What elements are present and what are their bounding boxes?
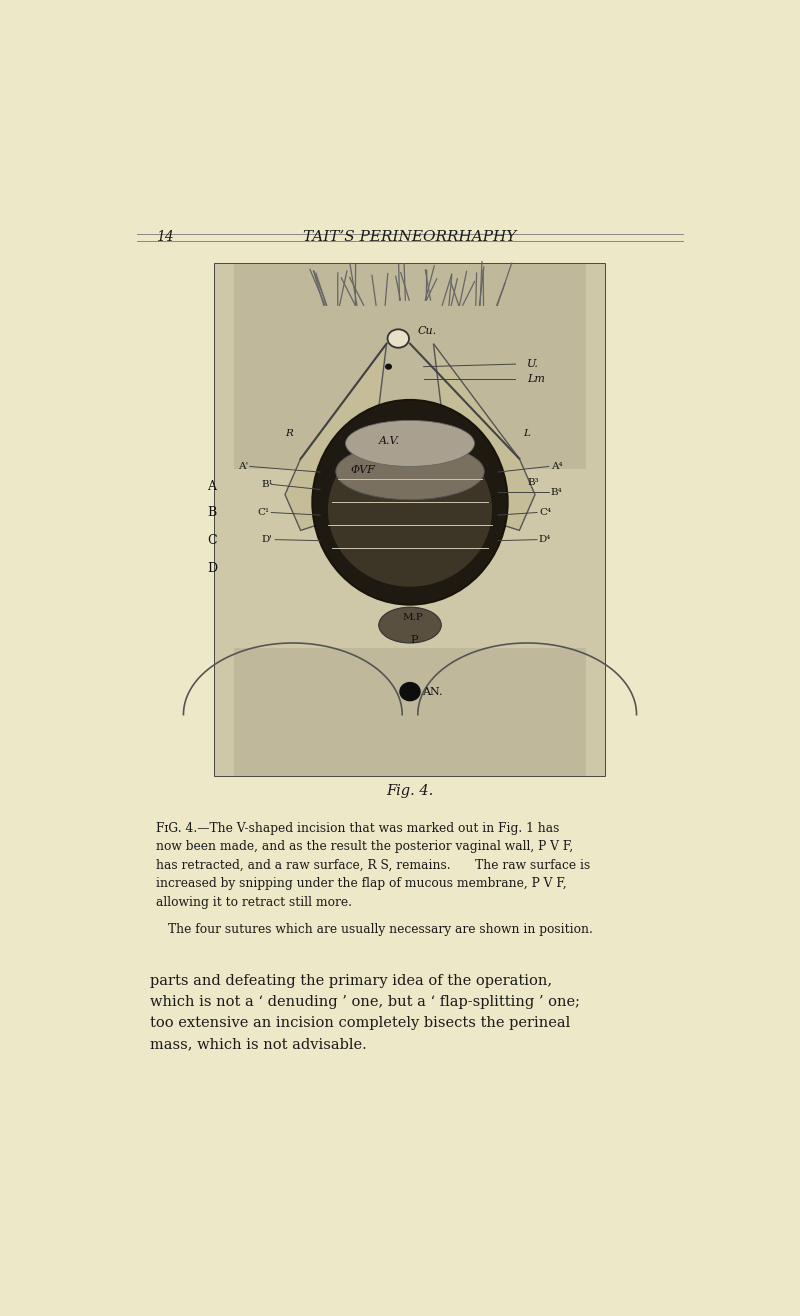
Text: A⁴: A⁴ xyxy=(550,462,562,471)
Text: B⁴: B⁴ xyxy=(550,487,562,496)
Text: AN.: AN. xyxy=(422,687,442,696)
Text: P: P xyxy=(410,636,418,645)
Polygon shape xyxy=(434,343,535,530)
Ellipse shape xyxy=(385,363,392,370)
Text: Lm: Lm xyxy=(527,375,545,384)
Text: C: C xyxy=(207,534,217,547)
Polygon shape xyxy=(234,647,586,776)
Text: FɪG. 4.—The V-shaped incision that was marked out in Fig. 1 has
now been made, a: FɪG. 4.—The V-shaped incision that was m… xyxy=(156,821,590,908)
Ellipse shape xyxy=(387,329,409,347)
Text: parts and defeating the primary idea of the operation,
which is not a ‘ denuding: parts and defeating the primary idea of … xyxy=(150,974,579,1051)
Bar xyxy=(214,265,606,776)
Text: D⁴: D⁴ xyxy=(539,536,551,544)
Text: ΦVF: ΦVF xyxy=(350,465,375,475)
Ellipse shape xyxy=(312,400,508,604)
Text: A: A xyxy=(207,480,216,494)
Ellipse shape xyxy=(399,682,421,701)
Text: L: L xyxy=(523,429,530,438)
Text: C⁴: C⁴ xyxy=(539,508,551,517)
Text: U.: U. xyxy=(527,359,539,368)
Ellipse shape xyxy=(378,607,442,644)
Text: M.P: M.P xyxy=(402,613,423,622)
Text: The four sutures which are usually necessary are shown in position.: The four sutures which are usually neces… xyxy=(168,923,593,936)
Text: R: R xyxy=(285,429,293,438)
Text: A': A' xyxy=(238,462,248,471)
Polygon shape xyxy=(234,265,586,468)
Text: D: D xyxy=(207,562,217,575)
Polygon shape xyxy=(285,343,386,530)
Text: D': D' xyxy=(262,536,273,544)
Text: Fig. 4.: Fig. 4. xyxy=(386,784,434,799)
Text: C¹: C¹ xyxy=(258,508,270,517)
Text: B³: B³ xyxy=(527,478,539,487)
Text: Cu.: Cu. xyxy=(418,326,437,336)
Bar xyxy=(214,265,606,776)
Ellipse shape xyxy=(328,433,492,587)
Text: B: B xyxy=(207,507,216,519)
Text: TAIT’S PERINEORRHAPHY: TAIT’S PERINEORRHAPHY xyxy=(303,230,517,245)
Ellipse shape xyxy=(346,420,474,466)
Ellipse shape xyxy=(336,443,484,500)
Text: 14: 14 xyxy=(156,230,174,245)
Text: B¹: B¹ xyxy=(262,480,274,488)
Text: A.V.: A.V. xyxy=(378,436,400,446)
